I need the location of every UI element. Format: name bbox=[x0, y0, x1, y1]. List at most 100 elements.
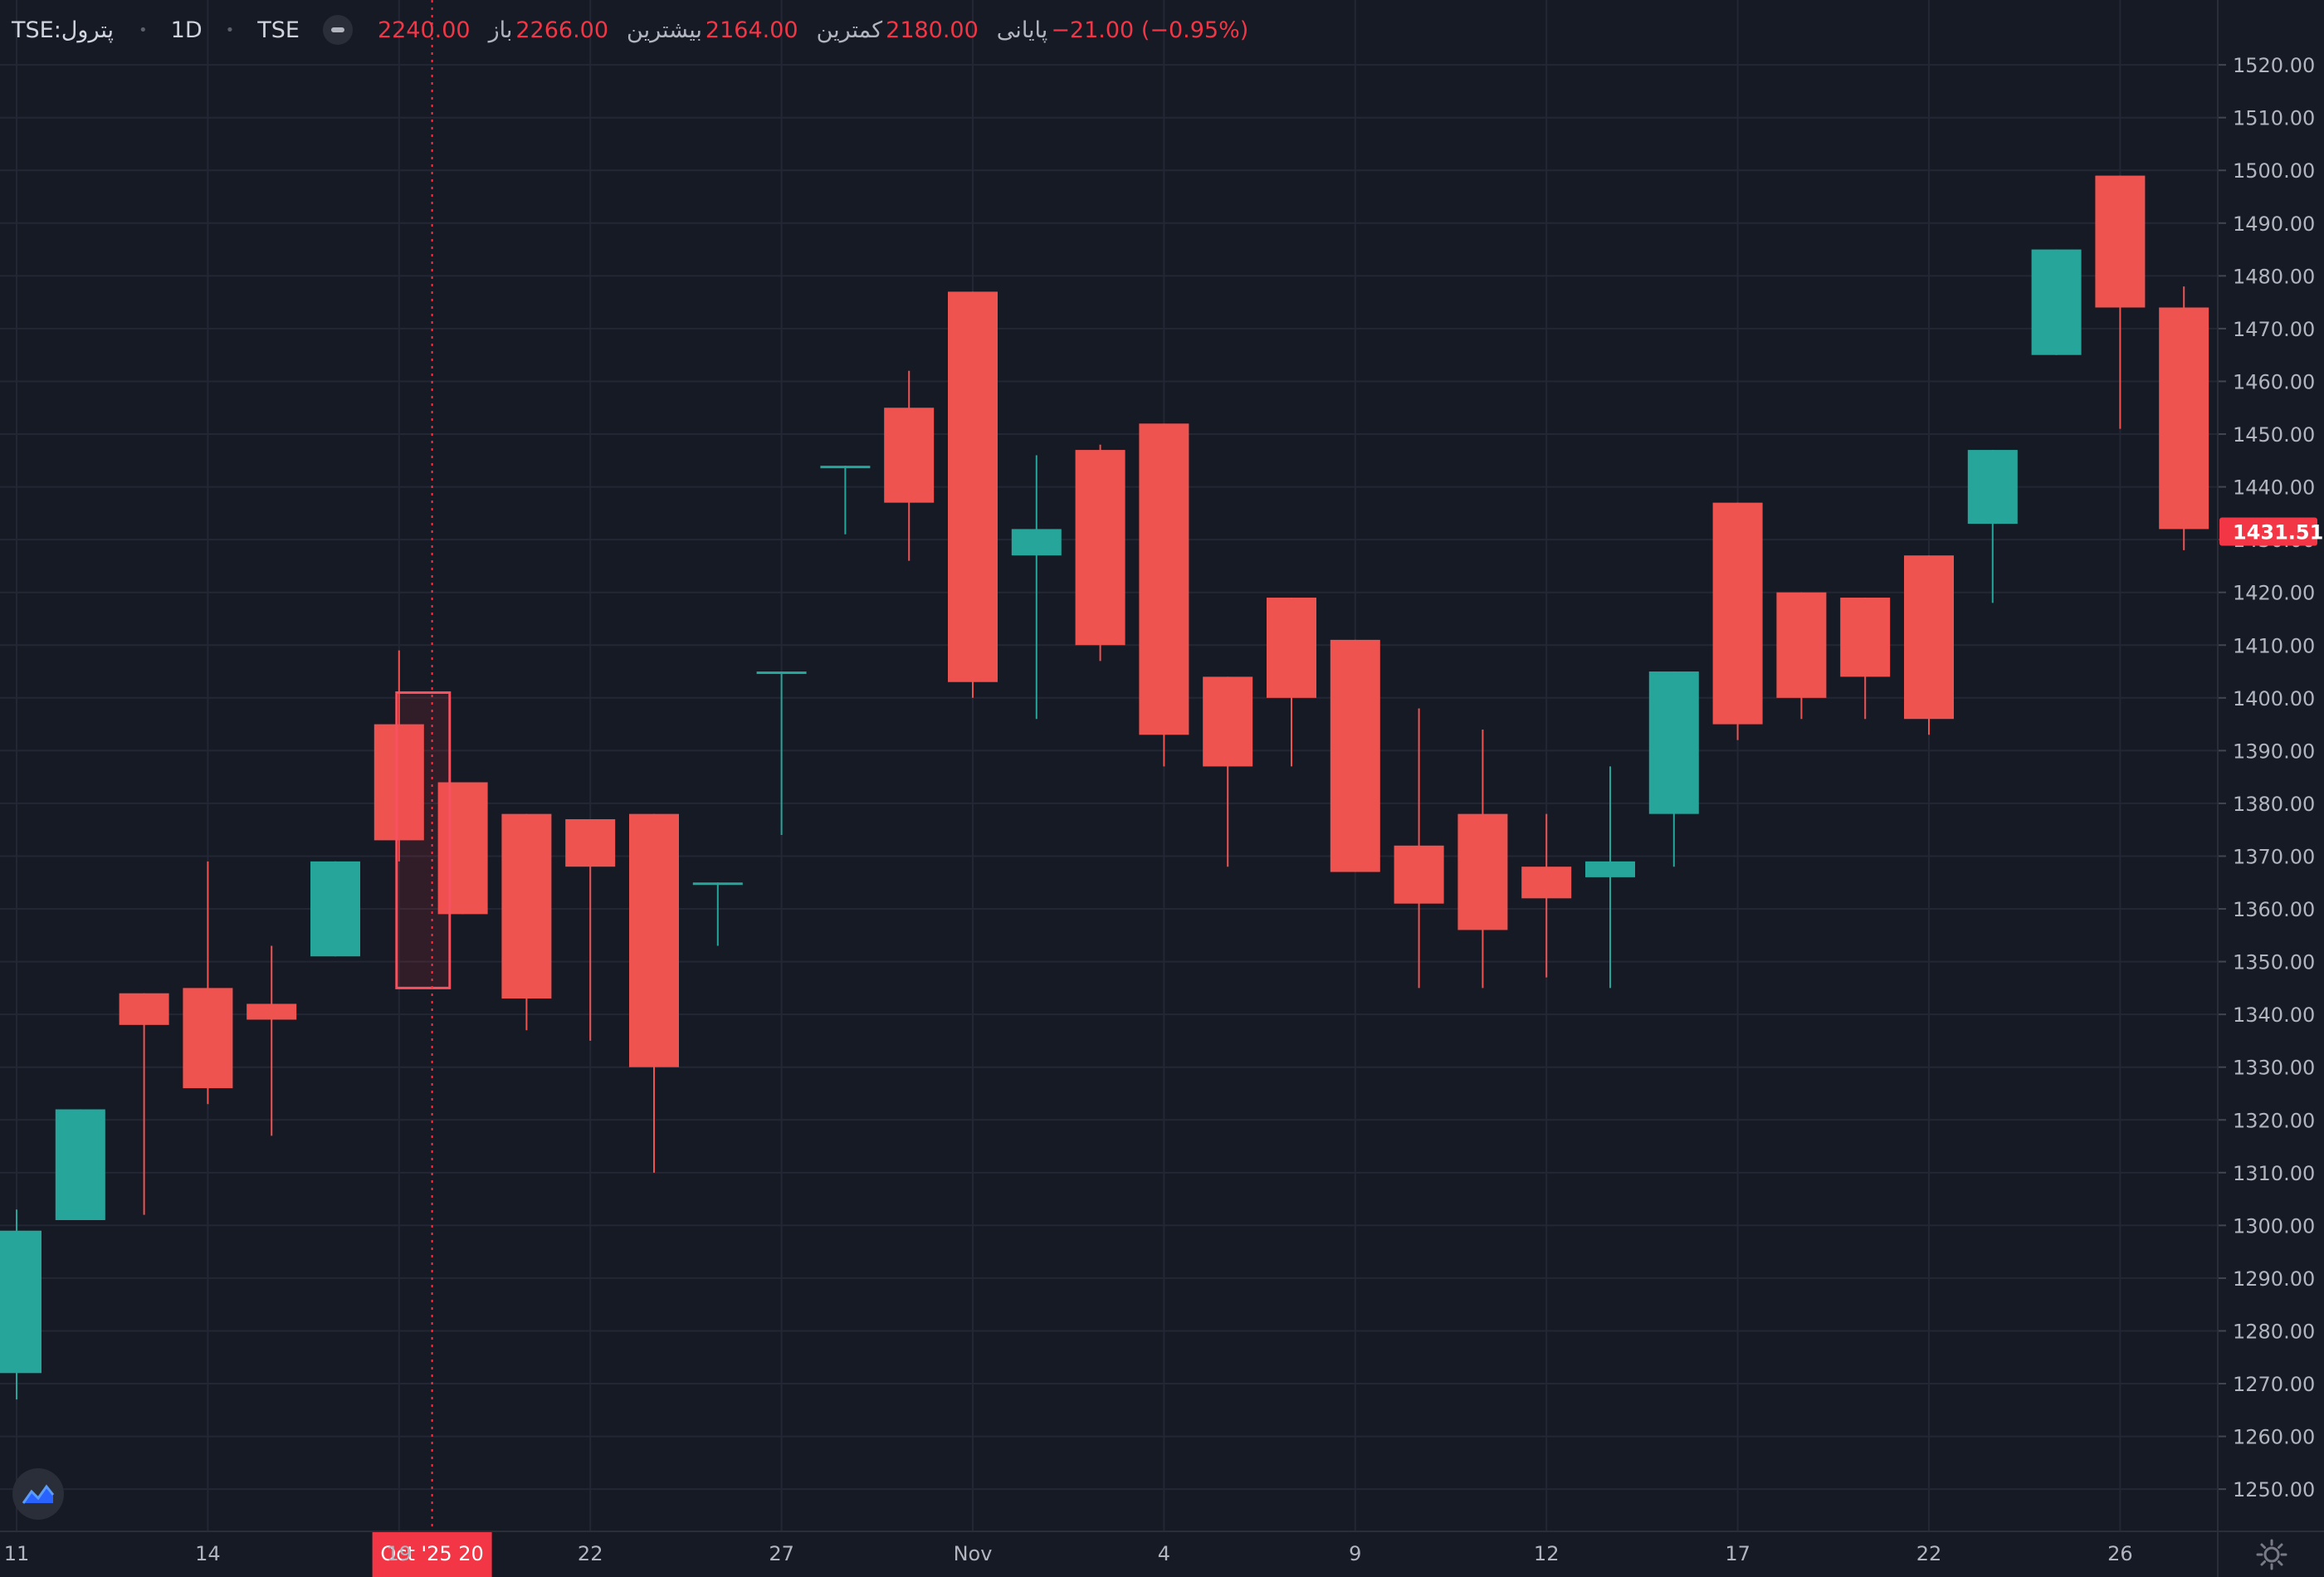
candle-up bbox=[1585, 766, 1635, 989]
candle-body bbox=[1203, 676, 1253, 767]
price-tick-label: 1300.00 bbox=[2233, 1214, 2315, 1238]
time-tick-label: 9 bbox=[1349, 1542, 1361, 1565]
candle-down bbox=[2095, 175, 2146, 429]
candle-body bbox=[948, 291, 998, 682]
high-value: 2266.00 bbox=[515, 17, 609, 43]
time-tick-label: 11 bbox=[4, 1542, 30, 1565]
candle-body bbox=[820, 466, 871, 469]
candle-body bbox=[1712, 502, 1763, 725]
candle-up bbox=[820, 466, 871, 535]
tradingview-logo-icon[interactable] bbox=[12, 1468, 64, 1520]
candle-down bbox=[1075, 444, 1125, 662]
candle-body bbox=[1585, 861, 1635, 877]
candle-body bbox=[1904, 555, 1954, 720]
price-tick-label: 1410.00 bbox=[2233, 634, 2315, 657]
candle-up bbox=[310, 861, 360, 957]
candles-layer bbox=[0, 175, 2209, 1400]
candle-down bbox=[501, 813, 552, 1031]
candle-down bbox=[884, 370, 935, 561]
price-tick-label: 1270.00 bbox=[2233, 1373, 2315, 1396]
close-value: 2180.00 bbox=[886, 17, 979, 43]
candle-body bbox=[1776, 592, 1827, 698]
candle-body bbox=[692, 882, 743, 886]
close-label: پایانی bbox=[996, 17, 1048, 43]
candle-body bbox=[1648, 671, 1699, 814]
exchange: TSE bbox=[257, 17, 300, 43]
separator-dot: • bbox=[139, 21, 148, 39]
candle-body bbox=[1840, 598, 1891, 677]
candle-body bbox=[1075, 450, 1125, 646]
candle-down bbox=[629, 813, 679, 1173]
candle-body bbox=[2095, 175, 2146, 308]
candle-up bbox=[55, 1109, 105, 1221]
time-tick-label: 22 bbox=[1916, 1542, 1942, 1565]
candle-down bbox=[1267, 598, 1316, 767]
gear-icon[interactable] bbox=[2254, 1537, 2289, 1572]
change-value: −21.00 (−0.95%) bbox=[1051, 17, 1249, 43]
candle-up bbox=[756, 671, 807, 836]
price-tick-label: 1490.00 bbox=[2233, 212, 2315, 236]
candle-body bbox=[1394, 845, 1444, 904]
collapse-legend-button[interactable] bbox=[322, 15, 353, 45]
candle-down bbox=[374, 650, 424, 862]
candle-up bbox=[2031, 249, 2082, 355]
candle-down bbox=[1203, 676, 1253, 867]
candle-body bbox=[756, 671, 807, 675]
symbol-legend: TSE:پترول • 1D • TSE 2240.00 باز 2266.00… bbox=[12, 13, 1248, 46]
crosshair-time-box bbox=[372, 1532, 492, 1577]
candle-body bbox=[247, 1003, 297, 1020]
candle-up bbox=[1648, 671, 1699, 867]
price-tick-label: 1450.00 bbox=[2233, 423, 2315, 447]
time-tick-label: 22 bbox=[578, 1542, 603, 1565]
candle-body bbox=[1521, 867, 1572, 899]
candle-body bbox=[1967, 450, 2018, 525]
high-label: بیشترین bbox=[627, 17, 702, 43]
price-tick-label: 1510.00 bbox=[2233, 107, 2315, 130]
price-tick-label: 1500.00 bbox=[2233, 159, 2315, 183]
candle-body bbox=[437, 782, 488, 915]
candle-down bbox=[1521, 813, 1572, 978]
candle-body bbox=[629, 813, 679, 1067]
candle-down bbox=[1457, 729, 1508, 989]
candle-down bbox=[1840, 598, 1891, 720]
candle-down bbox=[1776, 592, 1827, 720]
time-tick-label: 26 bbox=[2107, 1542, 2133, 1565]
chart-grid bbox=[0, 0, 2218, 1531]
timeframe[interactable]: 1D bbox=[170, 17, 203, 43]
time-axis[interactable]: 11 14 19 22 27 Nov 4 9 12 17 22 26 bbox=[0, 1531, 2324, 1565]
price-tick-label: 1250.00 bbox=[2233, 1478, 2315, 1501]
low-label: کمترین bbox=[816, 17, 883, 43]
price-tick-label: 1260.00 bbox=[2233, 1426, 2315, 1449]
candle-body bbox=[55, 1109, 105, 1221]
symbol-name[interactable]: TSE:پترول bbox=[12, 17, 115, 43]
candle-up bbox=[1967, 450, 2018, 603]
candle-body bbox=[1457, 813, 1508, 930]
candle-down bbox=[1712, 502, 1763, 740]
crosshair-layer: Oct '25 20 bbox=[372, 0, 492, 1577]
candle-body bbox=[884, 408, 935, 503]
candle-down bbox=[1394, 708, 1444, 989]
price-tick-label: 1460.00 bbox=[2233, 370, 2315, 393]
candle-down bbox=[2159, 286, 2209, 550]
candle-body bbox=[1330, 639, 1380, 872]
candle-down bbox=[948, 291, 998, 698]
candle-up bbox=[0, 1209, 42, 1400]
time-tick-label: Nov bbox=[954, 1542, 993, 1565]
price-tick-label: 1310.00 bbox=[2233, 1162, 2315, 1185]
candle-body bbox=[374, 724, 424, 841]
price-axis[interactable]: 1520.00 1510.00 1500.00 1490.00 1480.00 1470.… bbox=[2217, 0, 2323, 1577]
separator-dot: • bbox=[225, 21, 235, 39]
candle-down bbox=[1330, 639, 1380, 872]
last-price-label: 1431.51 bbox=[2233, 521, 2323, 544]
candle-body bbox=[1267, 598, 1316, 698]
time-tick-label: 12 bbox=[1534, 1542, 1560, 1565]
candle-down bbox=[1139, 423, 1189, 767]
candle-body bbox=[501, 813, 552, 999]
minus-icon bbox=[330, 27, 344, 32]
price-tick-label: 1400.00 bbox=[2233, 687, 2315, 710]
candle-body bbox=[565, 818, 616, 867]
selection-box bbox=[395, 691, 452, 989]
price-tick-label: 1350.00 bbox=[2233, 951, 2315, 974]
candle-down bbox=[565, 818, 616, 1041]
